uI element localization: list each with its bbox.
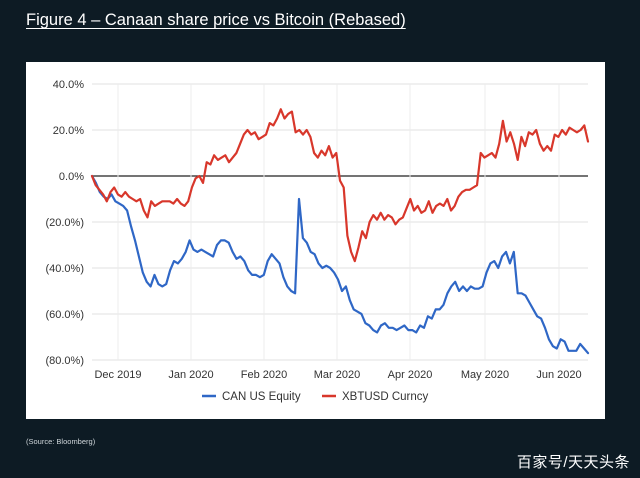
legend-label: XBTUSD Curncy bbox=[342, 391, 429, 403]
x-tick-label: Jan 2020 bbox=[168, 369, 213, 381]
chart-card: 40.0% 20.0% 0.0% (20.0%) (40.0%) (60.0%) (80.0… bbox=[26, 62, 605, 419]
y-tick-label: 40.0% bbox=[53, 79, 84, 91]
y-tick-label: (40.0%) bbox=[45, 263, 84, 275]
x-tick-label: Mar 2020 bbox=[314, 369, 360, 381]
series-lines bbox=[90, 108, 590, 355]
y-tick-label: 0.0% bbox=[59, 171, 84, 183]
x-tick-label: Dec 2019 bbox=[94, 369, 141, 381]
x-tick-label: May 2020 bbox=[461, 369, 509, 381]
line-chart: 40.0% 20.0% 0.0% (20.0%) (40.0%) (60.0%) (80.0… bbox=[45, 79, 590, 403]
x-tick-label: Feb 2020 bbox=[241, 369, 287, 381]
legend: CAN US Equity XBTUSD Curncy bbox=[202, 391, 429, 403]
series-line bbox=[90, 108, 590, 263]
source-note: (Source: Bloomberg) bbox=[26, 437, 96, 446]
x-tick-label: Jun 2020 bbox=[536, 369, 581, 381]
series-line bbox=[90, 174, 590, 355]
watermark: 百家号/天天头条 bbox=[516, 454, 630, 471]
gridlines bbox=[92, 83, 588, 361]
y-tick-label: (20.0%) bbox=[45, 217, 84, 229]
x-tick-label: Apr 2020 bbox=[388, 369, 433, 381]
x-axis-ticks: Dec 2019 Jan 2020 Feb 2020 Mar 2020 Apr 2020… bbox=[94, 369, 581, 381]
y-tick-label: (80.0%) bbox=[45, 355, 84, 367]
y-tick-label: 20.0% bbox=[53, 125, 84, 137]
y-tick-label: (60.0%) bbox=[45, 309, 84, 321]
legend-label: CAN US Equity bbox=[222, 391, 301, 403]
figure-title: Figure 4 – Canaan share price vs Bitcoin… bbox=[26, 11, 406, 29]
y-axis-ticks: 40.0% 20.0% 0.0% (20.0%) (40.0%) (60.0%) (80.0… bbox=[45, 79, 84, 367]
